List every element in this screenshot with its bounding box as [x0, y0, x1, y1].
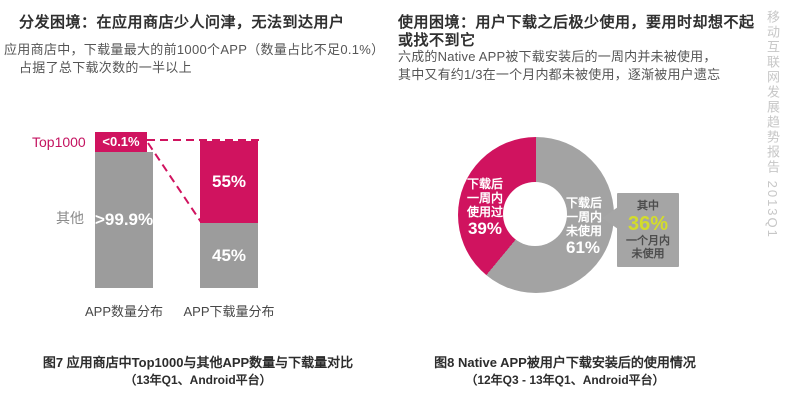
figure8-caption: 图8 Native APP被用户下载安装后的使用情况: [434, 355, 696, 370]
donut-label-unused-line1: 下载后: [566, 196, 603, 210]
right-section-subtitle-line1: 六成的Native APP被下载安装后的一周内并未被使用，: [398, 49, 717, 64]
donut-label-unused: 下载后 一周内 未使用 61%: [566, 196, 602, 257]
series-label-top1000: Top1000: [32, 134, 86, 150]
right-section-subtitle-line2: 其中又有约1/3在一个月内都未被使用，逐渐被用户遗忘: [398, 67, 721, 82]
report-watermark-vertical: 移动互联网发展趋势报告 2013Q1: [765, 10, 780, 239]
donut-label-unused-line2: 一周内: [566, 210, 603, 224]
bar2-top1000-segment: 55%: [200, 141, 258, 223]
donut-label-unused-line3: 未使用: [566, 224, 603, 238]
callout-line2: 未使用: [631, 248, 665, 260]
donut-label-used-line3: 使用过: [466, 205, 504, 219]
figure7-caption: 图7 应用商店中Top1000与其他APP数量与下载量对比: [42, 355, 354, 370]
donut-hole: [503, 182, 567, 246]
bar1-top1000-segment: <0.1%: [95, 132, 147, 152]
callout-highlight-value: 36%: [627, 213, 669, 235]
donut-value-unused: 61%: [566, 238, 601, 257]
series-label-other: 其他: [56, 210, 84, 226]
bar2-other-segment: 45%: [200, 223, 258, 288]
callout-arrow-left: [602, 207, 618, 229]
right-section-title-line1: 使用困境：用户下载之后极少使用，要用时却想不起: [398, 14, 755, 31]
callout-box: 其中 36% 一个月内 未使用: [617, 193, 679, 267]
bar2-axis-label: APP下载量分布: [183, 304, 275, 319]
right-section-title-line2: 或找不到它: [398, 32, 476, 49]
figure7-caption-sub: （13年Q1、Android平台）: [124, 373, 272, 387]
left-section-subtitle-line2: 占据了总下载次数的一半以上: [19, 60, 192, 75]
figure8-caption-sub: （12年Q3 - 13年Q1、Android平台）: [465, 373, 665, 387]
left-section-subtitle-line1: 应用商店中，下载量最大的前1000个APP（数量占比不足0.1%）: [4, 42, 385, 57]
callout-prefix: 其中: [637, 200, 659, 212]
bar1-axis-label: APP数量分布: [84, 304, 164, 319]
left-section-title: 分发困境：在应用商店少人问津，无法到达用户: [19, 14, 345, 31]
donut-value-used: 39%: [467, 219, 503, 238]
bar1-other-segment: >99.9%: [95, 152, 153, 288]
donut-label-used: 下载后 一周内 使用过 39%: [467, 177, 503, 238]
donut-label-used-line1: 下载后: [466, 177, 504, 191]
callout-line1: 一个月内: [626, 235, 670, 247]
donut-label-used-line2: 一周内: [466, 191, 504, 205]
